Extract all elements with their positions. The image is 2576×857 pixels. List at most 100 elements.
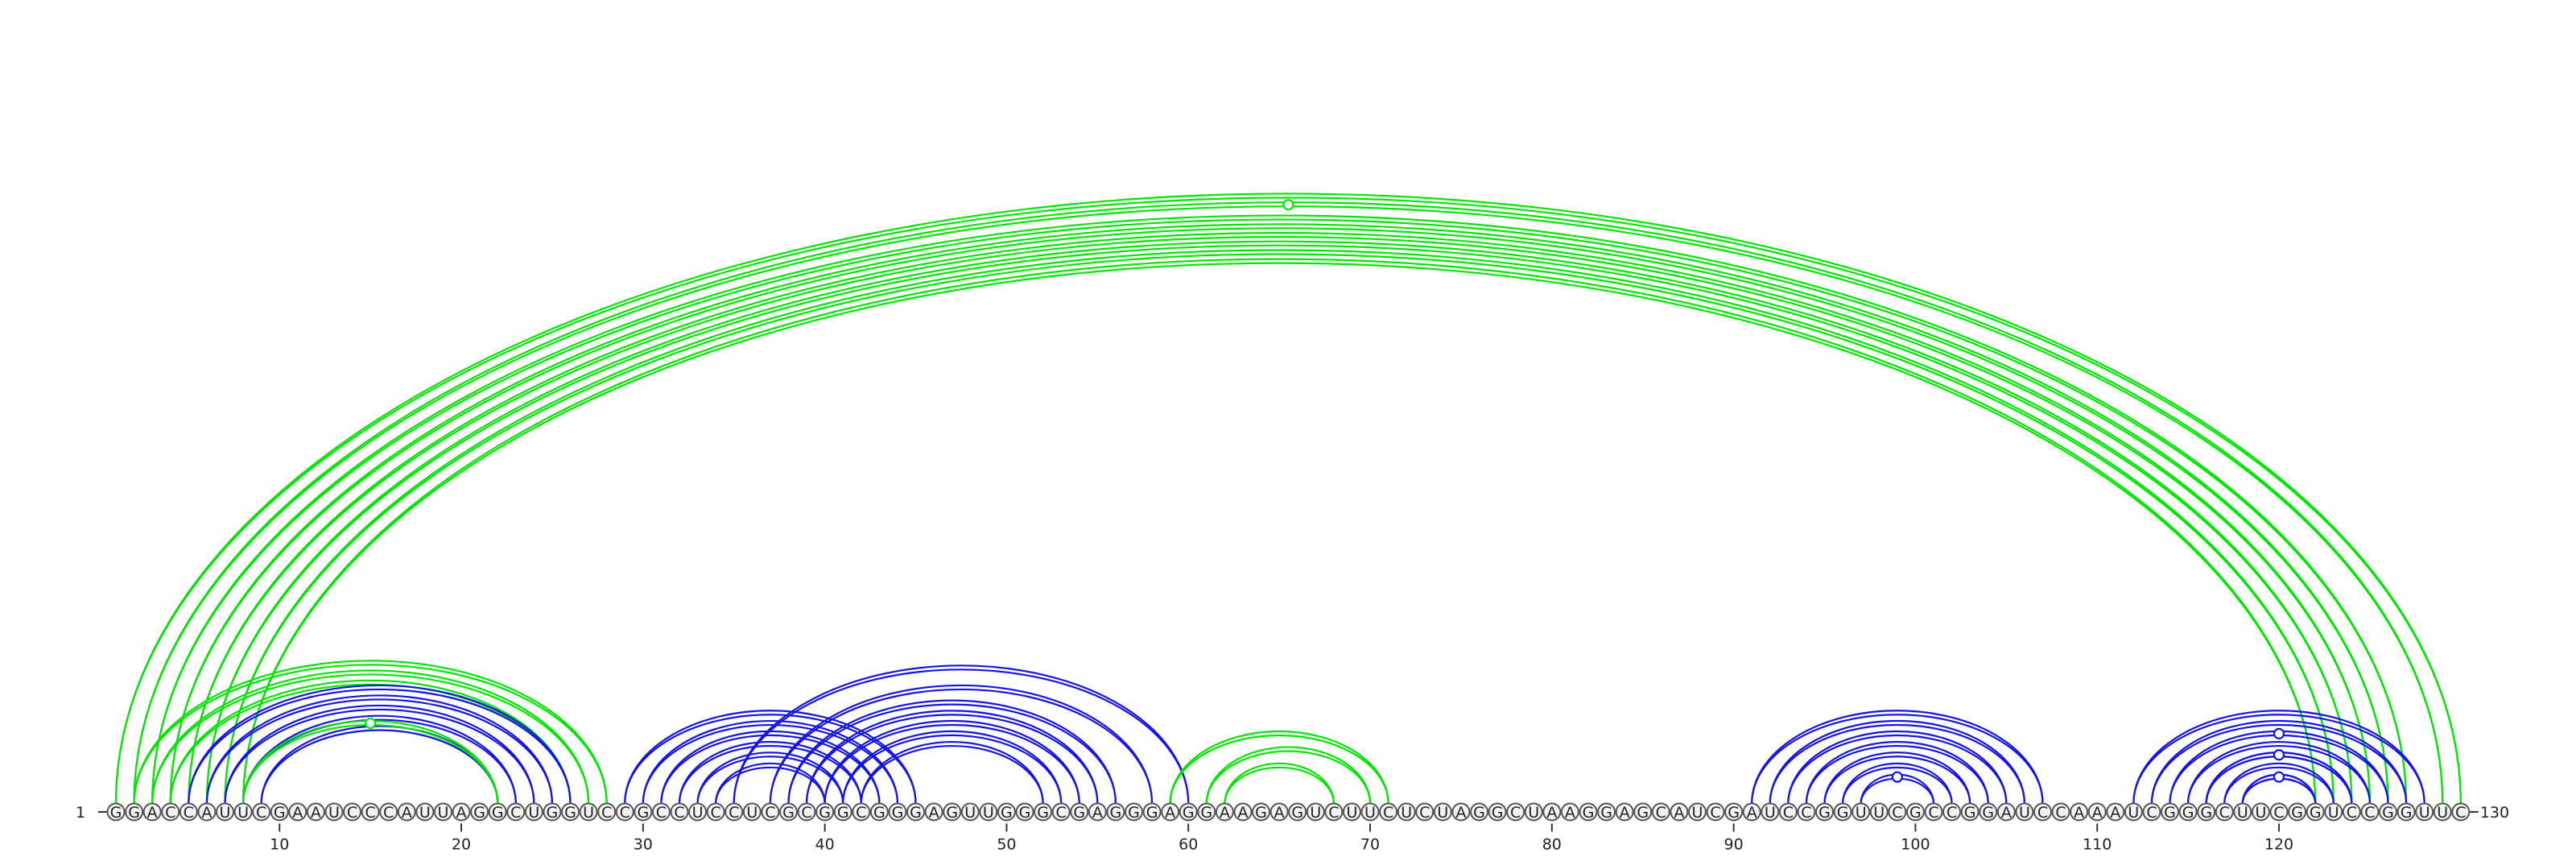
- nucleotide-circle: [597, 802, 617, 822]
- nucleotide-letter: C: [2146, 804, 2157, 822]
- secondary-arc: [1805, 744, 1989, 804]
- nucleotide-letter: U: [1364, 804, 1376, 822]
- secondary-arc-group: [2241, 771, 2317, 804]
- nucleotide: C: [361, 802, 380, 822]
- end-position-label: 130: [2480, 804, 2509, 822]
- arc-apex-marker: [1891, 771, 1903, 783]
- nucleotide: G: [1015, 802, 1034, 822]
- nucleotide-circle: [2161, 802, 2180, 822]
- nucleotide-letter: U: [746, 804, 758, 822]
- nucleotide-letter: G: [637, 804, 649, 822]
- secondary-arc: [696, 756, 844, 804]
- nucleotide-letter: G: [492, 804, 504, 822]
- nucleotide-circle: [1451, 802, 1471, 822]
- tertiary-arc: [188, 235, 2372, 804]
- nucleotide-circle: [1288, 802, 1307, 822]
- secondary-arc-group: [2205, 749, 2353, 804]
- secondary-arc: [2150, 723, 2408, 804]
- nucleotide-letter: U: [1401, 804, 1412, 822]
- secondary-arc: [805, 710, 1099, 804]
- nucleotide-circle: [125, 802, 144, 822]
- secondary-arc: [842, 730, 1063, 804]
- secondary-arc: [787, 699, 1117, 804]
- nucleotide: C: [2051, 802, 2070, 822]
- nucleotide: U: [1524, 802, 1543, 822]
- nucleotide-circle: [252, 802, 271, 822]
- nucleotide-letter: U: [1310, 804, 1321, 822]
- nucleotide-circle: [1034, 802, 1053, 822]
- nucleotide-letter: C: [2364, 804, 2375, 822]
- nucleotide-circle: [1979, 802, 1998, 822]
- nucleotide: U: [2233, 802, 2252, 822]
- tertiary-arc: [1205, 746, 1372, 804]
- tick-label: 40: [815, 836, 835, 854]
- nucleotide-circle: [2051, 802, 2070, 822]
- nucleotide-letter: G: [946, 804, 958, 822]
- nucleotide-circle: [615, 802, 634, 822]
- nucleotide-circle: [688, 802, 708, 822]
- nucleotide-letter: C: [765, 804, 775, 822]
- nucleotide-circle: [1869, 802, 1889, 822]
- nucleotide-letter: C: [1710, 804, 1720, 822]
- nucleotide: C: [343, 802, 362, 822]
- nucleotide-letter: C: [347, 804, 357, 822]
- nucleotide-circle: [579, 802, 598, 822]
- nucleotide-circle: [452, 802, 471, 822]
- nucleotide-letter: G: [2310, 804, 2322, 822]
- nucleotide-letter: C: [2347, 804, 2357, 822]
- nucleotide-letter: A: [2092, 804, 2103, 822]
- nucleotide-letter: G: [2291, 804, 2303, 822]
- nucleotide-circle: [161, 802, 180, 822]
- nucleotide-letter: A: [1220, 804, 1230, 822]
- nucleotide: C: [597, 802, 617, 822]
- tertiary-arc: [224, 253, 2334, 804]
- nucleotide: C: [1942, 802, 1962, 822]
- tertiary-arc: [188, 231, 2372, 804]
- nucleotide-letter: A: [456, 804, 467, 822]
- nucleotide-letter: G: [2182, 804, 2194, 822]
- tick-label: 70: [1360, 836, 1380, 854]
- tick-label: 10: [270, 836, 289, 854]
- nucleotide-circle: [833, 802, 852, 822]
- secondary-arc: [642, 723, 899, 804]
- nucleotide-letter: G: [1728, 804, 1740, 822]
- nucleotide: G: [1960, 802, 1979, 822]
- nucleotide: A: [397, 802, 416, 822]
- nucleotide-circle: [1215, 802, 1234, 822]
- nucleotide-circle: [1761, 802, 1780, 822]
- nucleotide-letter: C: [1328, 804, 1339, 822]
- nucleotide-circle: [1015, 802, 1034, 822]
- nucleotide-circle: [852, 802, 871, 822]
- nucleotide-letter: A: [1546, 804, 1557, 822]
- secondary-arc: [1823, 756, 1971, 804]
- nucleotide: G: [1179, 802, 1198, 822]
- nucleotide: G: [906, 802, 926, 822]
- start-position-label: 1: [76, 804, 85, 822]
- nucleotide-letter: G: [1637, 804, 1649, 822]
- nucleotide-letter: C: [2037, 804, 2048, 822]
- secondary-arc: [2187, 740, 2372, 804]
- nucleotide-circle: [1833, 802, 1852, 822]
- nucleotide: U: [2124, 802, 2143, 822]
- nucleotide-circle: [2087, 802, 2107, 822]
- nucleotide: G: [1470, 802, 1488, 822]
- tertiary-arc-group: [114, 193, 2462, 804]
- nucleotide-letter: G: [1019, 804, 1031, 822]
- nucleotide: U: [2415, 802, 2434, 822]
- nucleotide-letter: U: [1528, 804, 1539, 822]
- tertiary-arc-group: [242, 717, 499, 804]
- nucleotide-circle: [1142, 802, 1162, 822]
- nucleotide: C: [1924, 802, 1943, 822]
- nucleotide-letter: U: [2128, 804, 2139, 822]
- nucleotide-circle: [2215, 802, 2234, 822]
- nucleotide: U: [1687, 802, 1707, 822]
- nucleotide-circle: [2178, 802, 2198, 822]
- tertiary-arc-group: [1169, 730, 1389, 804]
- nucleotide-circle: [506, 802, 526, 822]
- nucleotide-letter: C: [1656, 804, 1666, 822]
- nucleotide-circle: [1179, 802, 1198, 822]
- nucleotide: C: [1797, 802, 1816, 822]
- nucleotide: G: [869, 802, 889, 822]
- secondary-arc: [205, 698, 554, 804]
- arcs-layer: [114, 193, 2462, 804]
